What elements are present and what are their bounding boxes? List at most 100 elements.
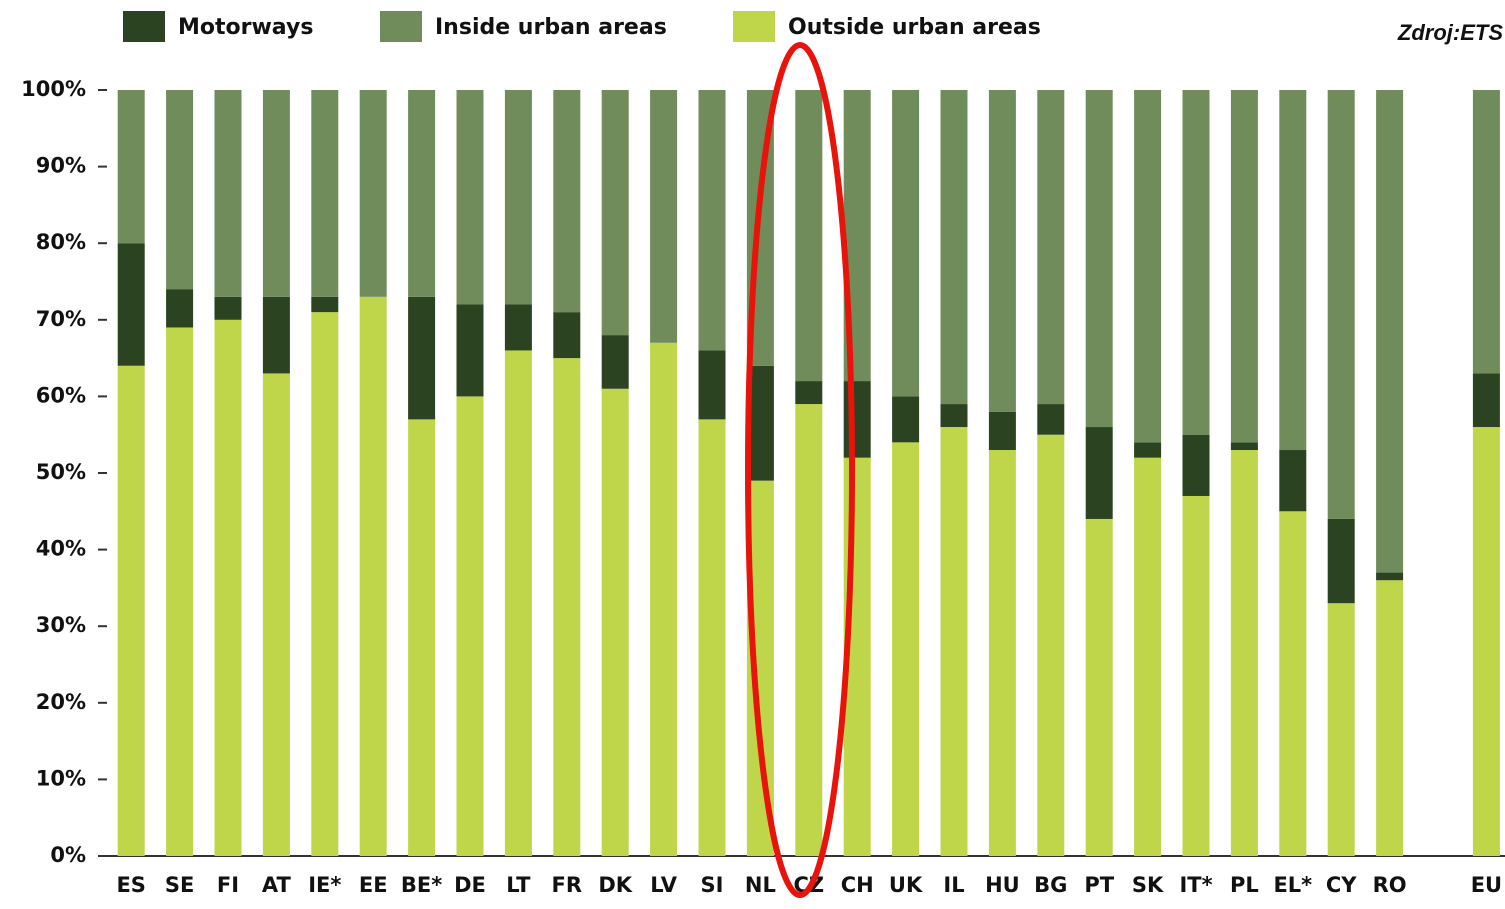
bar-segment — [311, 296, 339, 313]
x-tick-label: PL — [1230, 873, 1259, 897]
x-tick-label: IT* — [1179, 873, 1212, 897]
bar-segment — [1134, 442, 1162, 458]
bar-segment — [1134, 90, 1162, 443]
y-tick-label: 100% — [21, 77, 86, 101]
bar-segment — [553, 312, 581, 359]
y-tick-label: 30% — [36, 613, 86, 637]
x-tick-label: SI — [701, 873, 724, 897]
bar-segment — [1182, 90, 1210, 435]
bar-segment — [311, 312, 339, 856]
x-tick-label: CY — [1326, 873, 1357, 897]
bar-segment — [1376, 572, 1404, 581]
bar-segment — [456, 90, 484, 305]
bar-segment — [408, 90, 436, 297]
x-tick-label: DE — [454, 873, 486, 897]
bar-segment — [1182, 434, 1210, 496]
bar-segment — [601, 90, 629, 336]
bar-segment — [795, 90, 823, 382]
bar-segment — [262, 296, 290, 374]
bar-segment — [359, 296, 387, 856]
plot: 0% 10% 20% 30% 40% 50% 60% 70% 80% 90% 100% ES SE FI A… — [21, 77, 1505, 897]
bar-segment — [1279, 450, 1307, 512]
legend-swatch — [380, 11, 422, 42]
bar-segment — [1230, 90, 1258, 443]
bar-segment — [1134, 457, 1162, 856]
source: Zdroj:ETS — [1397, 20, 1503, 45]
x-tick-label: FI — [217, 873, 239, 897]
bar-segment — [359, 90, 387, 297]
y-tick-label: 50% — [36, 460, 86, 484]
legend-label: Motorways — [178, 15, 313, 40]
bar-segment — [456, 304, 484, 397]
bar-segment — [1376, 580, 1404, 856]
bar-segment — [456, 396, 484, 856]
bar-segment — [698, 90, 726, 351]
bar-segment — [795, 404, 823, 856]
x-tick-label: FR — [552, 873, 583, 897]
bar-segment — [892, 396, 920, 443]
x-tick-label: BG — [1034, 873, 1067, 897]
bar-segment — [504, 304, 532, 351]
bar-segment — [601, 335, 629, 389]
y-tick-label: 60% — [36, 383, 86, 407]
x-tick-label: UK — [889, 873, 923, 897]
highlight-ellipse — [745, 42, 855, 898]
x-tick-label: NL — [745, 873, 776, 897]
bar-segment — [1085, 518, 1113, 856]
bar-segment — [262, 373, 290, 856]
bar-segment — [262, 90, 290, 297]
bar-segment — [892, 442, 920, 856]
bar-segment — [504, 350, 532, 856]
bar-segment — [1327, 603, 1355, 856]
legend-label: Outside urban areas — [788, 15, 1041, 40]
x-tick-label: EE — [359, 873, 388, 897]
x-tick-label: SE — [165, 873, 194, 897]
x-tick-label: PT — [1084, 873, 1114, 897]
bar-segment — [1230, 442, 1258, 451]
bar-segment — [214, 90, 242, 297]
legend-swatch — [733, 11, 775, 42]
bar-segment — [940, 90, 968, 405]
x-tick-label: BE* — [401, 873, 442, 897]
x-tick-label: CH — [841, 873, 874, 897]
bar-segment — [1182, 495, 1210, 856]
bar-segment — [1472, 373, 1500, 428]
bar-segment — [698, 350, 726, 420]
bar-segment — [1327, 518, 1355, 604]
y-tick-label: 20% — [36, 690, 86, 714]
bar-segment — [892, 90, 920, 397]
y-tick-label: 90% — [36, 154, 86, 178]
x-tick-label: IE* — [308, 873, 341, 897]
bar-segment — [698, 419, 726, 856]
x-tick-label: EU — [1471, 873, 1502, 897]
x-tick-label: IL — [943, 873, 964, 897]
bar-segment — [1037, 90, 1065, 405]
bar-segment — [214, 319, 242, 856]
y-tick-label: 10% — [36, 766, 86, 790]
bar-segment — [1085, 427, 1113, 519]
bar-segment — [988, 450, 1016, 856]
bar-segment — [650, 342, 678, 856]
bar-segment — [1376, 90, 1404, 573]
bar-segment — [843, 381, 871, 458]
y-tick-label: 40% — [36, 537, 86, 561]
bar-segment — [1230, 450, 1258, 856]
bar-segment — [1279, 511, 1307, 856]
bar-segment — [117, 365, 145, 856]
bar-segment — [940, 427, 968, 856]
x-tick-label: LV — [650, 873, 677, 897]
bar-segment — [795, 381, 823, 405]
x-tick-label: HU — [985, 873, 1020, 897]
legend-label: Inside urban areas — [435, 15, 667, 40]
bar-segment — [117, 90, 145, 244]
y-tick-label: 80% — [36, 230, 86, 254]
bar-segment — [214, 296, 242, 320]
bar-segment — [117, 243, 145, 366]
y-tick-label: 70% — [36, 307, 86, 331]
bar-segment — [940, 404, 968, 428]
bar-segment — [166, 90, 194, 290]
bar-segment — [1085, 90, 1113, 428]
bar-segment — [1279, 90, 1307, 451]
bar-segment — [1472, 427, 1500, 856]
